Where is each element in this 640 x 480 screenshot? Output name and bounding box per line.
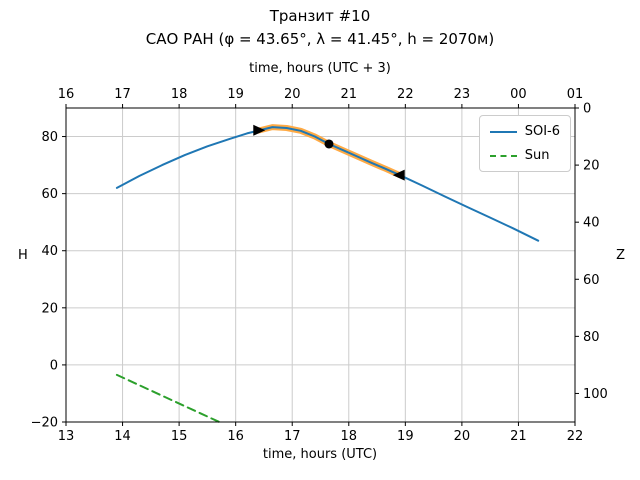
transit-start-marker <box>253 124 266 136</box>
legend-label: SOI-6 <box>524 124 560 139</box>
y-tick-label-left: 0 <box>50 358 58 373</box>
y-tick-label-left: 80 <box>41 130 58 145</box>
x-tick-label-bottom: 22 <box>567 429 584 444</box>
x-tick-label-top: 17 <box>114 87 131 102</box>
x-tick-label-bottom: 18 <box>341 429 358 444</box>
legend-entry-sun: Sun <box>489 148 560 163</box>
y-tick-label-left: 60 <box>41 187 58 202</box>
legend-label: Sun <box>524 148 550 163</box>
y-tick-label-right: 60 <box>583 273 600 288</box>
x-tick-label-bottom: 19 <box>397 429 414 444</box>
x-tick-label-top: 22 <box>397 87 414 102</box>
x-tick-label-top: 18 <box>171 87 188 102</box>
legend-line-sample <box>489 154 517 157</box>
x-axis-label-top: time, hours (UTC + 3) <box>249 61 391 76</box>
y-tick-label-left: 40 <box>41 244 58 259</box>
y-axis-label-right: Z <box>616 248 625 263</box>
y-tick-label-right: 0 <box>583 102 591 117</box>
x-tick-label-top: 20 <box>284 87 301 102</box>
legend-line-sample <box>489 130 517 133</box>
legend: SOI-6 Sun <box>478 115 571 172</box>
axes-spines <box>65 107 576 423</box>
x-tick-label-bottom: 20 <box>454 429 471 444</box>
transit-midpoint-marker <box>324 139 334 149</box>
x-tick-label-top: 16 <box>58 87 75 102</box>
y-tick-label-right: 100 <box>583 387 608 402</box>
x-tick-label-top: 19 <box>227 87 244 102</box>
x-tick-label-bottom: 13 <box>58 429 75 444</box>
x-tick-label-bottom: 21 <box>510 429 527 444</box>
x-axis-label-bottom: time, hours (UTC) <box>262 447 378 462</box>
transit-highlight-line <box>255 124 403 179</box>
x-tick-label-bottom: 16 <box>227 429 244 444</box>
y-tick-label-right: 80 <box>583 330 600 345</box>
y-tick-label-right: 40 <box>583 216 600 231</box>
legend-entry-soi-6: SOI-6 <box>489 124 560 139</box>
chart-subtitle: САО РАН (φ = 43.65°, λ = 41.45°, h = 207… <box>145 30 495 48</box>
y-tick-label-left: −20 <box>31 416 58 431</box>
x-tick-label-top: 00 <box>510 87 527 102</box>
x-tick-label-bottom: 17 <box>284 429 301 444</box>
sun-line <box>115 373 221 423</box>
y-tick-label-left: 20 <box>41 301 58 316</box>
y-tick-label-right: 20 <box>583 159 600 174</box>
transit-end-marker <box>392 169 405 181</box>
soi-6-line <box>115 126 540 242</box>
x-tick-label-bottom: 15 <box>171 429 188 444</box>
x-tick-label-top: 01 <box>567 87 584 102</box>
x-tick-label-top: 23 <box>454 87 471 102</box>
chart-title: Транзит #10 <box>269 7 371 25</box>
y-axis-label-left: H <box>18 248 28 263</box>
x-tick-label-bottom: 14 <box>114 429 131 444</box>
x-tick-label-top: 21 <box>341 87 358 102</box>
